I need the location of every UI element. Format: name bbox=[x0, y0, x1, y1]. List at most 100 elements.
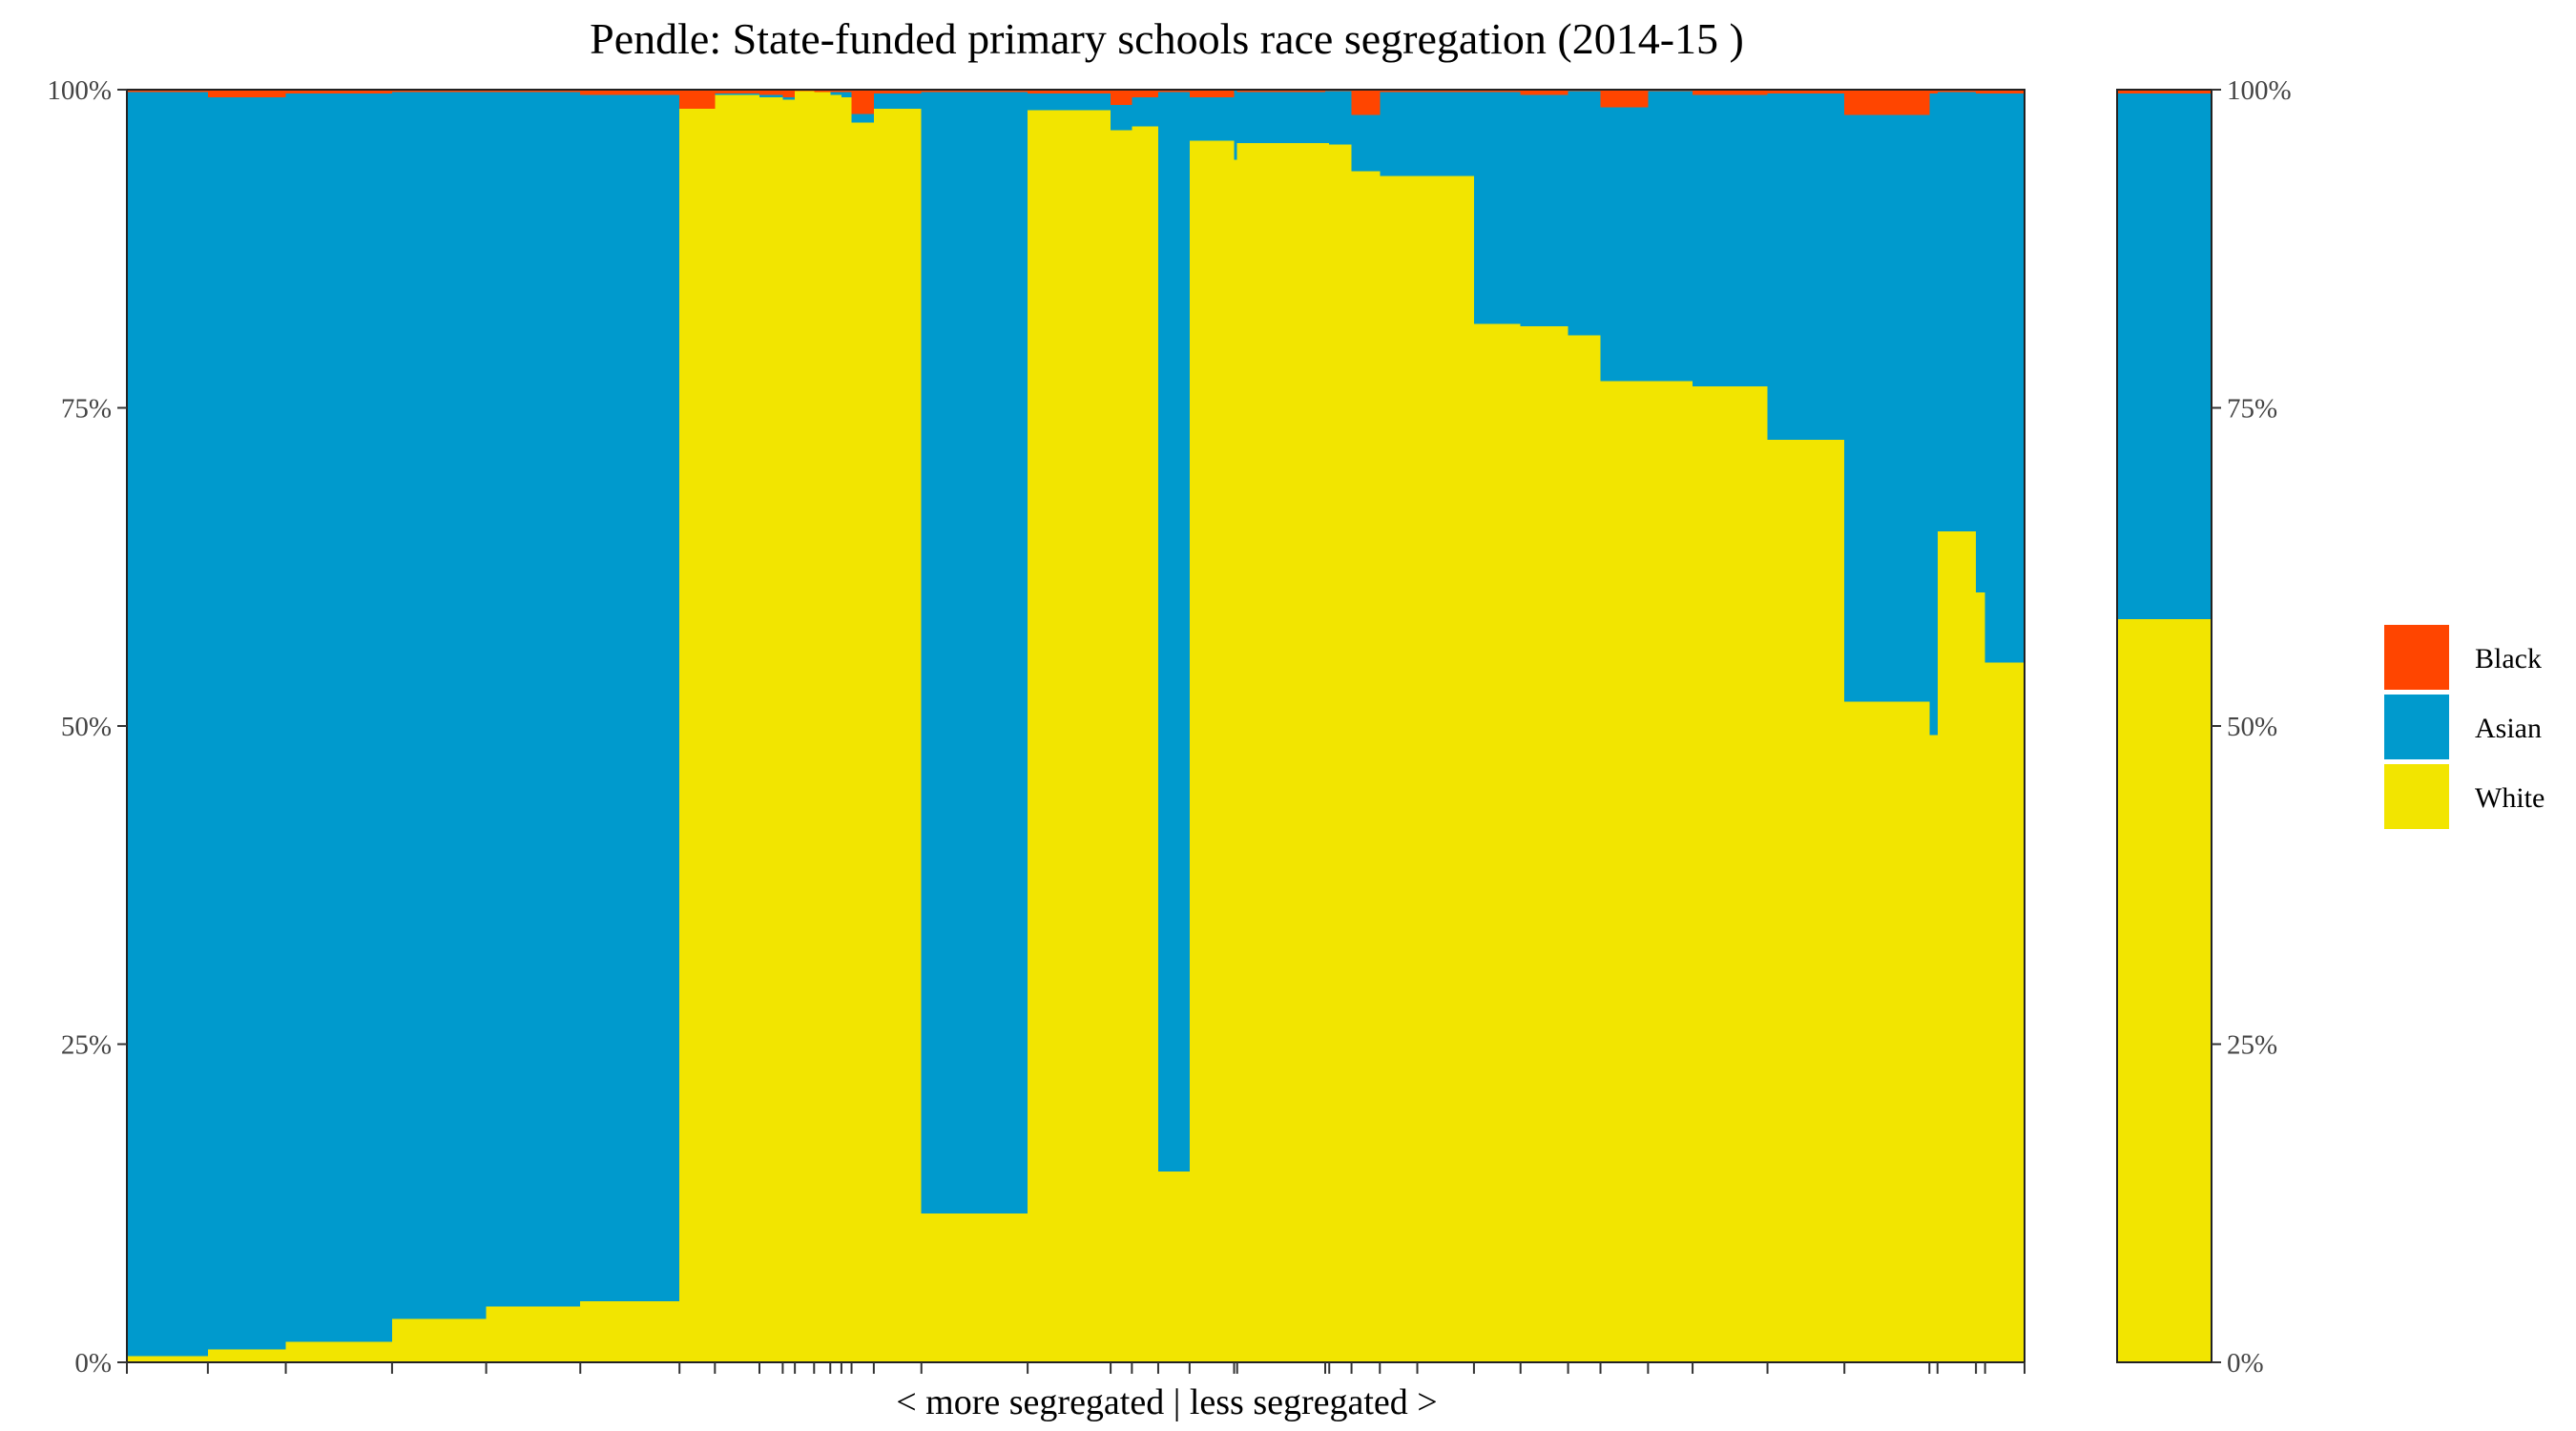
school-asian-segment-25 bbox=[1329, 91, 1353, 145]
legend-label-asian: Asian bbox=[2475, 713, 2542, 744]
school-black-segment-29 bbox=[1473, 90, 1522, 93]
school-asian-segment-32 bbox=[1600, 107, 1649, 382]
school-asian-segment-38 bbox=[1937, 92, 1977, 531]
school-black-segment-12 bbox=[830, 90, 842, 93]
legend-label-white: White bbox=[2475, 782, 2545, 814]
school-black-segment-35 bbox=[1767, 90, 1845, 93]
school-black-segment-30 bbox=[1520, 90, 1569, 95]
school-white-segment-32 bbox=[1600, 381, 1649, 1362]
school-black-segment-14 bbox=[851, 90, 875, 114]
legend-swatch-asian bbox=[2384, 695, 2449, 759]
school-asian-segment-9 bbox=[782, 97, 796, 100]
school-asian-segment-24 bbox=[1324, 91, 1330, 144]
school-asian-segment-8 bbox=[759, 94, 783, 98]
school-asian-segment-4 bbox=[486, 92, 581, 1307]
school-asian-segment-1 bbox=[207, 97, 287, 1350]
right-y-tick-label: 100% bbox=[2227, 75, 2292, 106]
school-black-segment-11 bbox=[814, 90, 831, 93]
school-black-segment-8 bbox=[759, 90, 783, 95]
school-black-segment-0 bbox=[127, 90, 209, 93]
school-asian-segment-34 bbox=[1693, 94, 1769, 386]
school-black-segment-27 bbox=[1380, 90, 1419, 93]
school-black-segment-15 bbox=[873, 90, 923, 93]
school-white-segment-33 bbox=[1648, 381, 1693, 1362]
school-white-segment-30 bbox=[1520, 326, 1569, 1362]
school-asian-segment-33 bbox=[1648, 91, 1693, 382]
school-white-segment-27 bbox=[1380, 176, 1419, 1363]
school-black-segment-19 bbox=[1132, 90, 1159, 97]
school-white-segment-22 bbox=[1234, 159, 1238, 1362]
left-y-tick-label: 0% bbox=[74, 1348, 112, 1379]
school-white-segment-40 bbox=[1984, 662, 2025, 1362]
school-white-segment-38 bbox=[1937, 530, 1977, 1362]
school-black-segment-39 bbox=[1976, 90, 1986, 93]
school-asian-segment-18 bbox=[1111, 105, 1132, 131]
school-asian-segment-2 bbox=[285, 93, 393, 1342]
school-asian-segment-14 bbox=[851, 114, 875, 123]
school-black-segment-5 bbox=[580, 90, 680, 95]
school-black-segment-38 bbox=[1937, 90, 1977, 93]
school-white-segment-31 bbox=[1568, 335, 1602, 1363]
school-asian-segment-37 bbox=[1929, 93, 1939, 736]
legend: Black Asian White bbox=[2384, 625, 2545, 829]
school-black-segment-9 bbox=[782, 90, 796, 97]
legend-swatch-white bbox=[2384, 764, 2449, 829]
right-y-tick-label: 75% bbox=[2227, 394, 2277, 425]
left-y-axis: 0% 25% 50% 75% 100% bbox=[47, 75, 127, 1379]
school-asian-segment-17 bbox=[1028, 93, 1111, 111]
school-white-segment-11 bbox=[814, 92, 831, 1362]
school-white-segment-26 bbox=[1351, 171, 1381, 1362]
school-white-segment-5 bbox=[580, 1300, 680, 1362]
overall-white-segment bbox=[2117, 618, 2212, 1362]
right-y-tick-label: 50% bbox=[2227, 712, 2277, 742]
school-black-segment-23 bbox=[1236, 90, 1326, 93]
school-asian-segment-15 bbox=[873, 93, 923, 110]
school-white-segment-19 bbox=[1132, 126, 1159, 1363]
school-asian-segment-35 bbox=[1767, 93, 1845, 440]
school-asian-segment-3 bbox=[391, 92, 488, 1319]
school-asian-segment-29 bbox=[1473, 92, 1522, 324]
school-asian-segment-30 bbox=[1520, 94, 1569, 327]
school-black-segment-36 bbox=[1844, 90, 1930, 115]
school-asian-segment-36 bbox=[1844, 114, 1930, 702]
school-white-segment-21 bbox=[1189, 140, 1236, 1363]
school-white-segment-4 bbox=[486, 1306, 581, 1362]
left-y-tick-label: 50% bbox=[61, 712, 112, 742]
school-white-segment-1 bbox=[207, 1349, 287, 1362]
school-asian-segment-0 bbox=[127, 92, 209, 1357]
school-black-segment-26 bbox=[1351, 90, 1381, 115]
school-black-segment-1 bbox=[207, 90, 287, 97]
right-y-tick-label: 25% bbox=[2227, 1030, 2277, 1061]
school-white-segment-6 bbox=[679, 109, 716, 1362]
left-y-tick-label: 25% bbox=[61, 1030, 112, 1061]
school-white-segment-39 bbox=[1976, 591, 1986, 1362]
school-white-segment-15 bbox=[873, 109, 923, 1362]
school-white-segment-36 bbox=[1844, 701, 1930, 1362]
school-white-segment-3 bbox=[391, 1318, 488, 1362]
school-black-segment-40 bbox=[1984, 90, 2025, 93]
school-asian-segment-40 bbox=[1984, 93, 2025, 663]
school-white-segment-13 bbox=[841, 97, 853, 1362]
school-asian-segment-5 bbox=[580, 94, 680, 1301]
school-black-segment-21 bbox=[1189, 90, 1236, 97]
school-white-segment-18 bbox=[1111, 130, 1132, 1363]
school-white-segment-35 bbox=[1767, 439, 1845, 1363]
school-black-segment-7 bbox=[715, 90, 760, 93]
school-asian-segment-16 bbox=[921, 92, 1028, 1213]
school-black-segment-6 bbox=[679, 90, 716, 110]
school-asian-segment-23 bbox=[1236, 92, 1326, 144]
school-black-segment-28 bbox=[1417, 90, 1475, 93]
school-black-segment-37 bbox=[1929, 90, 1939, 93]
overall-black-segment bbox=[2117, 90, 2212, 93]
school-white-segment-17 bbox=[1028, 110, 1111, 1363]
x-axis-label: < more segregated | less segregated > bbox=[896, 1382, 1437, 1422]
school-black-segment-3 bbox=[391, 90, 488, 93]
school-black-segment-18 bbox=[1111, 90, 1132, 106]
school-black-segment-2 bbox=[285, 90, 393, 93]
school-black-segment-20 bbox=[1157, 90, 1191, 93]
school-white-segment-0 bbox=[127, 1356, 209, 1362]
x-axis-ticks bbox=[126, 1362, 2025, 1374]
school-white-segment-20 bbox=[1157, 1171, 1191, 1362]
school-white-segment-25 bbox=[1329, 144, 1353, 1363]
